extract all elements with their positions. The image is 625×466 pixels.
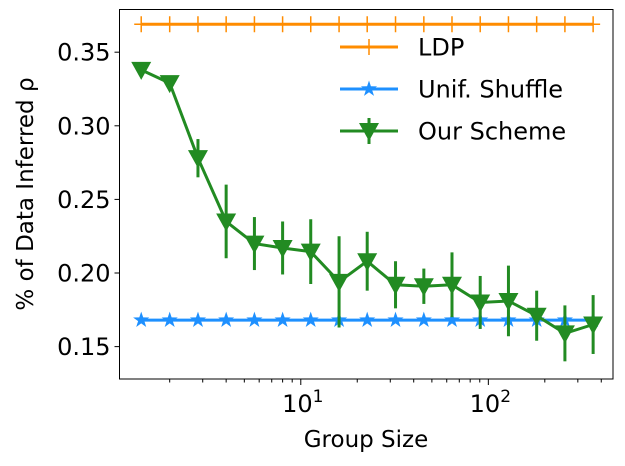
data-point [218,311,235,327]
legend-item: Our Scheme [340,118,566,146]
x-tick-exponent: 1 [313,387,324,407]
x-axis-label: Group Size [304,427,429,453]
data-point [133,311,150,327]
data-point [526,307,547,326]
axes-frame [119,9,614,380]
data-point [557,16,572,33]
data-point [360,16,375,33]
data-point [388,16,403,33]
y-axis: 0.15 0.20 0.25 0.30 0.35 [57,39,120,361]
data-point [189,311,207,327]
x-tick-label: 101 [282,387,323,418]
y-tick-label: 0.35 [57,39,110,67]
data-point [159,75,180,94]
series-our-scheme [131,61,604,362]
data-point [359,311,376,327]
data-point [329,273,350,292]
data-point [501,16,516,33]
plot-area [131,16,604,362]
data-point [415,311,432,327]
y-tick-label: 0.15 [57,333,110,361]
data-point [387,311,404,327]
legend-marker [362,39,376,55]
data-point [583,316,604,335]
data-point [216,213,237,232]
legend-item: Unif. Shuffle [340,76,563,104]
data-point [275,16,290,33]
series-ldp [134,16,601,33]
data-point [272,239,293,258]
data-point [586,16,601,33]
data-point [187,150,208,169]
data-point [274,311,291,327]
data-point [470,294,491,313]
data-point [300,243,321,262]
data-point [529,16,544,33]
legend-label: LDP [418,34,464,62]
data-point [554,325,575,344]
legend-label: Our Scheme [418,118,566,146]
data-point [131,61,152,80]
data-point [246,311,263,327]
legend-marker [360,80,378,96]
data-point [441,276,462,295]
data-point [247,16,262,33]
x-tick-label: 102 [470,387,511,418]
data-point [444,16,459,33]
data-point [190,16,205,33]
x-tick-exponent: 2 [500,387,511,407]
y-tick-label: 0.30 [57,112,110,140]
series-line [140,68,594,336]
legend-label: Unif. Shuffle [418,76,563,104]
data-point [498,292,519,311]
y-tick-label: 0.20 [57,260,110,288]
x-tick-base: 10 [470,390,501,418]
data-point [134,16,149,33]
y-axis-label: % of Data Inferred ρ [13,77,39,310]
data-point [443,311,461,327]
data-point [219,16,234,33]
data-point [302,311,319,327]
legend-item: LDP [340,34,464,62]
data-point [357,253,378,272]
x-axis: 101 102 [169,379,602,418]
y-tick-label: 0.25 [57,186,110,214]
x-tick-base: 10 [282,390,313,418]
data-point [416,16,431,33]
data-point [385,276,406,295]
data-point [244,235,265,254]
data-point [413,278,434,297]
data-point [303,16,318,33]
data-point [161,311,178,327]
legend: LDP Unif. Shuffle Our Scheme [340,34,566,146]
data-point [332,16,347,33]
data-point [473,16,488,33]
data-point [162,16,177,33]
